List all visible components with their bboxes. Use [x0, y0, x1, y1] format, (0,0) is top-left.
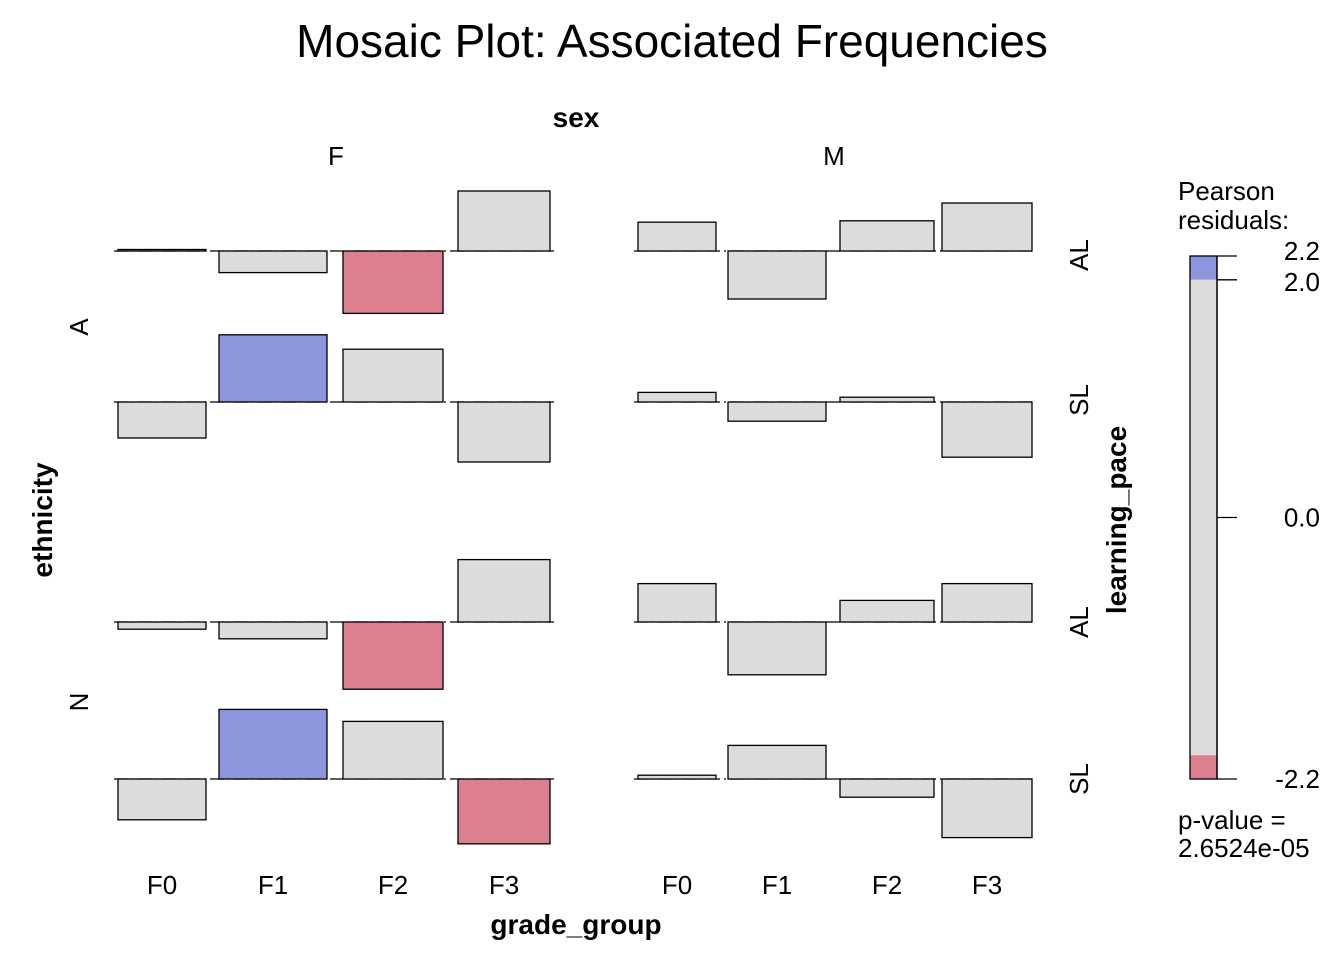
- sub-row-label-N-AL: AL: [1064, 606, 1094, 638]
- panel-A-SL-F: [114, 334, 554, 463]
- column-label-F: F: [328, 141, 344, 171]
- bar-A-SL-M-F0: [637, 391, 717, 403]
- bar-N-AL-M-F0: [637, 582, 717, 623]
- legend-pvalue-line1: p-value =: [1178, 805, 1286, 835]
- legend-negative-band: [1190, 755, 1217, 779]
- row-sub-variable-label: learning_pace: [1101, 426, 1132, 614]
- bar-A-AL-F-F0: [117, 248, 207, 252]
- bar-N-AL-M-F2: [839, 599, 935, 623]
- legend-tick-label: -2.2: [1275, 764, 1320, 794]
- x-tick-M-F0: F0: [662, 870, 692, 900]
- panel-N-AL-M: [634, 582, 1034, 676]
- x-tick-F-F1: F1: [258, 870, 288, 900]
- panel-N-SL-F: [114, 708, 554, 845]
- bar-A-AL-F-F2: [342, 250, 444, 315]
- bar-A-SL-F-F2: [342, 348, 444, 403]
- bar-A-SL-M-F2: [839, 396, 935, 403]
- bar-A-SL-M-F3: [941, 401, 1033, 458]
- bar-N-AL-F-F3: [457, 558, 551, 623]
- x-tick-F-F3: F3: [489, 870, 519, 900]
- x-tick-F-F0: F0: [147, 870, 177, 900]
- legend-tick-label: 2.2: [1284, 236, 1320, 266]
- bar-N-AL-M-F1: [727, 621, 827, 676]
- bar-N-AL-M-F3: [941, 582, 1033, 623]
- panel-N-AL-F: [114, 558, 554, 690]
- row-label-N: N: [64, 693, 94, 712]
- panel-N-SL-M: [634, 744, 1034, 839]
- row-label-A: A: [64, 318, 94, 336]
- bar-A-AL-F-F3: [457, 190, 551, 252]
- legend-title-line2: residuals:: [1178, 205, 1289, 235]
- bar-N-SL-F-F0: [117, 778, 207, 821]
- x-tick-M-F1: F1: [762, 870, 792, 900]
- bar-N-SL-M-F0: [637, 774, 717, 780]
- bar-N-AL-F-F0: [117, 621, 207, 630]
- bar-A-AL-M-F1: [727, 250, 827, 300]
- bar-A-AL-M-F2: [839, 220, 935, 252]
- legend-tick-label: 2.0: [1284, 267, 1320, 297]
- bar-N-SL-M-F2: [839, 778, 935, 798]
- row-variable-label: ethnicity: [27, 462, 58, 578]
- panel-A-AL-M: [634, 202, 1034, 300]
- bar-N-SL-F-F2: [342, 720, 444, 780]
- legend-positive-band: [1190, 256, 1217, 280]
- bar-A-AL-M-F0: [637, 221, 717, 252]
- legend-tick-label: 0.0: [1284, 503, 1320, 533]
- legend-neutral-band: [1190, 279, 1217, 756]
- legend-pvalue-line2: 2.6524e-05: [1178, 833, 1310, 863]
- sub-row-label-A-SL: SL: [1064, 384, 1094, 416]
- bar-N-SL-M-F3: [941, 778, 1033, 839]
- x-tick-F-F2: F2: [378, 870, 408, 900]
- column-variable-label: sex: [553, 102, 600, 133]
- x-tick-M-F3: F3: [972, 870, 1002, 900]
- bar-A-AL-F-F1: [218, 250, 328, 274]
- x-tick-M-F2: F2: [872, 870, 902, 900]
- bar-N-SL-F-F3: [457, 778, 551, 845]
- sub-row-label-A-AL: AL: [1064, 239, 1094, 271]
- bar-N-AL-F-F2: [342, 621, 444, 690]
- panel-A-AL-F: [114, 190, 554, 315]
- sub-row-label-N-SL: SL: [1064, 763, 1094, 795]
- bar-A-SL-F-F0: [117, 401, 207, 439]
- legend-title-line1: Pearson: [1178, 176, 1275, 206]
- bar-N-SL-F-F1: [218, 708, 328, 780]
- bar-A-SL-F-F3: [457, 401, 551, 463]
- bar-A-SL-F-F1: [218, 334, 328, 403]
- bar-N-SL-M-F1: [727, 744, 827, 780]
- x-variable-label: grade_group: [490, 909, 661, 940]
- column-label-M: M: [823, 141, 845, 171]
- panel-A-SL-M: [634, 391, 1034, 458]
- bar-A-SL-M-F1: [727, 401, 827, 422]
- bar-A-AL-M-F3: [941, 202, 1033, 252]
- bar-N-AL-F-F1: [218, 621, 328, 640]
- chart-title: Mosaic Plot: Associated Frequencies: [296, 15, 1048, 67]
